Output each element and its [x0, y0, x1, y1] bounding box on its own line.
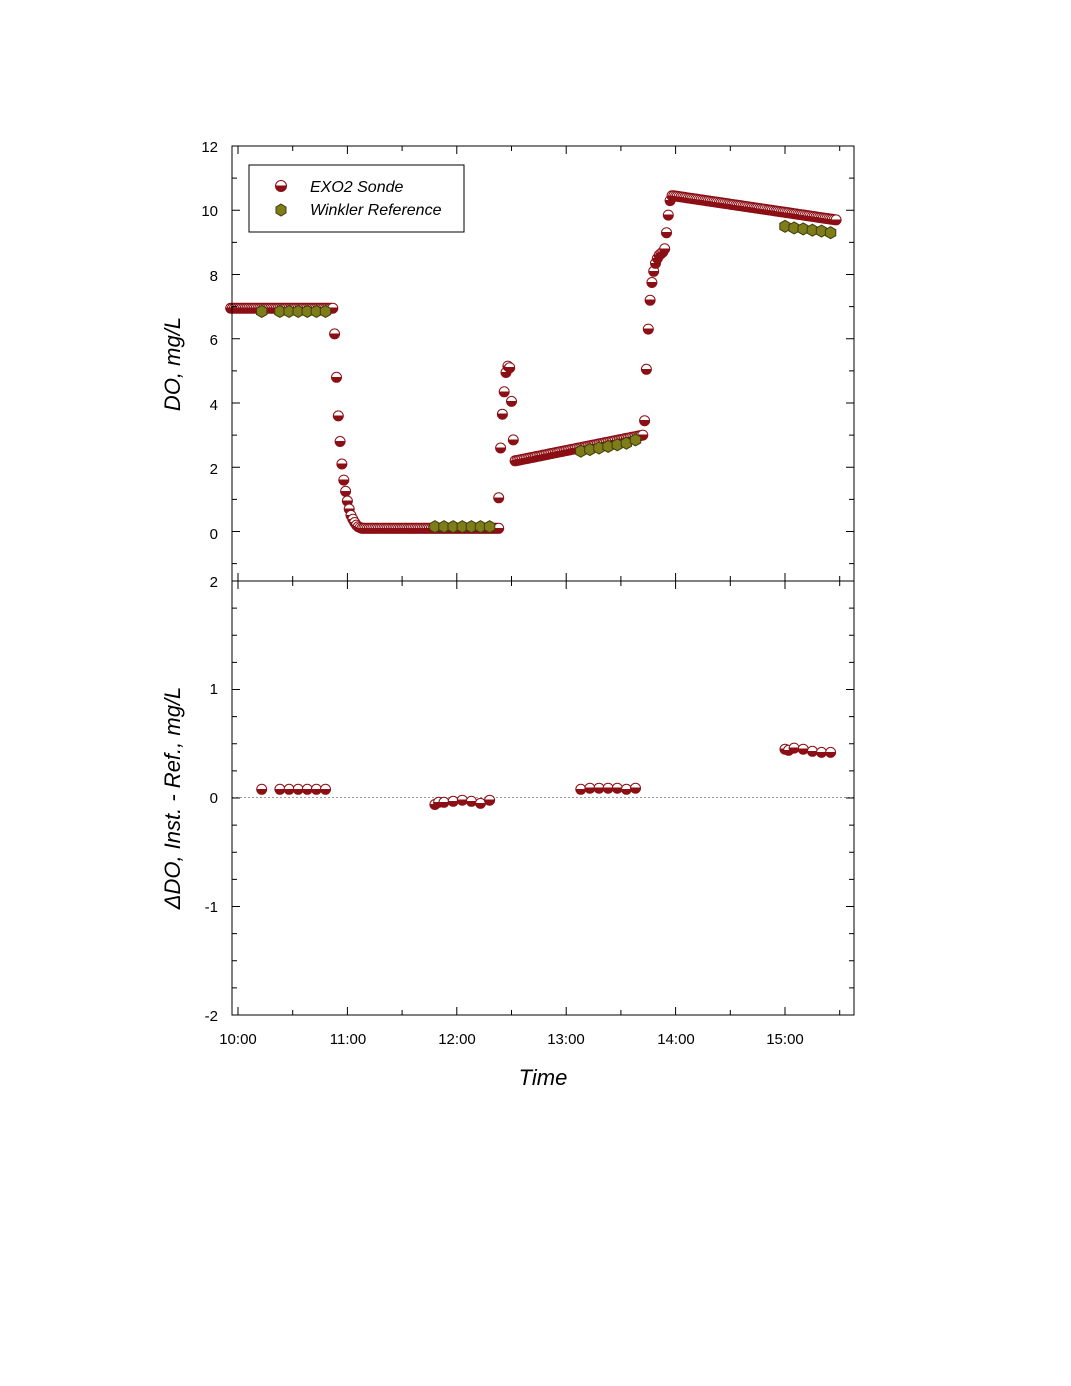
sonde-point — [336, 458, 348, 470]
xtick-1200: 12:00 — [438, 1031, 476, 1048]
sonde-point — [642, 323, 654, 335]
sonde-point — [495, 442, 507, 454]
top-panel: 12 10 8 6 4 2 0 DO, mg/L EXO2 Sonde Wink… — [160, 139, 855, 582]
sonde-point — [806, 745, 818, 757]
bottom-panel: 2 1 0 -1 -2 10:00 11:00 12:00 13:00 14:0… — [160, 574, 855, 1090]
sonde-point — [593, 782, 605, 794]
sonde-point — [338, 474, 350, 486]
top-winkler-series — [256, 219, 837, 534]
bottom-ytick-2: 2 — [210, 574, 218, 591]
sonde-point — [797, 743, 809, 755]
sonde-point — [498, 386, 510, 398]
sonde-point — [256, 783, 268, 795]
sonde-point — [507, 434, 519, 446]
winkler-point — [779, 219, 791, 233]
sonde-point — [659, 243, 671, 255]
legend-sonde-label: EXO2 Sonde — [310, 179, 404, 196]
sonde-point — [496, 408, 508, 420]
xtick-1400: 14:00 — [657, 1031, 695, 1048]
sonde-point — [447, 795, 459, 807]
sonde-point — [320, 783, 331, 795]
bottom-ytick-1: 1 — [210, 681, 218, 698]
bottom-ytick-neg2: -2 — [205, 1008, 218, 1025]
sonde-point — [331, 371, 342, 383]
sonde-point — [283, 783, 295, 795]
bottom-axis-ticks — [232, 580, 854, 1016]
sonde-point — [630, 782, 641, 794]
sonde-point — [644, 294, 656, 306]
sonde-point — [456, 794, 468, 806]
sonde-point — [506, 395, 517, 407]
legend-sonde-marker — [275, 180, 287, 192]
top-ytick-10: 10 — [201, 203, 218, 220]
sonde-point — [575, 783, 587, 795]
sonde-point — [334, 436, 346, 447]
sonde-point — [620, 783, 632, 795]
sonde-point — [484, 794, 496, 806]
xtick-1000: 10:00 — [219, 1031, 257, 1048]
winkler-point — [256, 304, 268, 318]
top-ylabel: DO, mg/L — [160, 317, 185, 411]
xtick-1300: 13:00 — [547, 1031, 585, 1048]
sonde-point — [310, 783, 322, 795]
sonde-point — [438, 796, 450, 808]
bottom-ylabel: ΔDO, Inst. - Ref., mg/L — [160, 687, 185, 911]
legend-box — [248, 164, 465, 233]
bottom-ytick-0: 0 — [210, 790, 218, 807]
winkler-point — [797, 222, 809, 236]
top-axis-ticks — [232, 145, 854, 581]
sonde-point — [332, 410, 344, 422]
sonde-point — [340, 485, 352, 497]
sonde-point — [788, 742, 800, 754]
sonde-point — [825, 746, 837, 758]
winkler-point — [629, 433, 642, 447]
sonde-point — [475, 797, 486, 809]
sonde-point — [640, 363, 652, 375]
sonde-point — [274, 783, 286, 795]
xtick-1500: 15:00 — [766, 1031, 804, 1048]
top-ytick-6: 6 — [210, 332, 218, 349]
sonde-point — [584, 782, 596, 794]
top-ytick-12: 12 — [201, 139, 218, 156]
winkler-point — [483, 520, 496, 534]
sonde-point — [816, 746, 827, 758]
sonde-point — [292, 783, 304, 795]
legend-winkler-marker — [275, 203, 287, 217]
sonde-point — [646, 277, 658, 288]
sonde-point — [661, 227, 672, 239]
winkler-point — [824, 226, 837, 240]
bottom-sonde-series — [256, 742, 837, 810]
sonde-point — [329, 328, 341, 340]
sonde-point — [602, 782, 614, 794]
top-ytick-2: 2 — [210, 461, 218, 478]
sonde-point — [504, 362, 516, 374]
sonde-point — [830, 214, 842, 226]
sonde-point — [639, 415, 651, 427]
legend: EXO2 Sonde Winkler Reference — [248, 164, 465, 233]
top-ytick-8: 8 — [210, 268, 218, 285]
top-ytick-0: 0 — [210, 526, 218, 543]
xtick-1100: 11:00 — [330, 1031, 366, 1048]
winkler-point — [815, 224, 828, 238]
sonde-point — [662, 209, 674, 221]
sonde-point — [611, 782, 623, 794]
sonde-point — [301, 783, 313, 795]
bottom-ytick-neg1: -1 — [205, 899, 218, 916]
sonde-point — [465, 795, 477, 807]
x-axis-title: Time — [519, 1065, 568, 1090]
legend-winkler-label: Winkler Reference — [310, 202, 442, 219]
top-sonde-series — [225, 190, 842, 534]
top-ytick-4: 4 — [210, 397, 218, 414]
winkler-point — [319, 304, 332, 318]
sonde-point — [493, 492, 505, 504]
